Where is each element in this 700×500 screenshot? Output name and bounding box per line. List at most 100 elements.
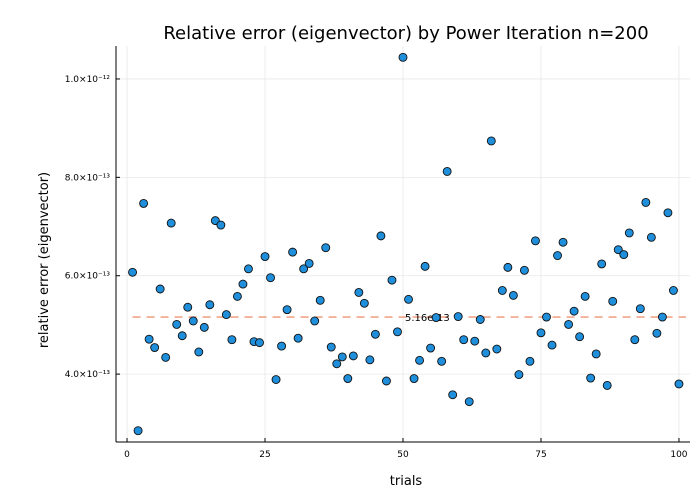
data-point	[194, 347, 204, 357]
grid	[116, 46, 690, 442]
data-point	[288, 247, 298, 257]
data-point	[481, 348, 491, 358]
data-point	[282, 305, 292, 315]
data-point	[657, 312, 667, 322]
data-point	[177, 331, 187, 341]
data-point	[602, 380, 612, 390]
x-tick-label: 100	[670, 450, 687, 460]
data-point	[613, 245, 623, 255]
data-point	[475, 315, 485, 324]
data-point	[348, 351, 358, 361]
data-point	[337, 352, 347, 362]
data-point	[232, 291, 242, 301]
data-point	[221, 310, 231, 320]
y-axis-label: relative error (eigenvector)	[37, 172, 52, 348]
data-point	[514, 370, 524, 380]
data-point	[293, 333, 303, 343]
data-point	[580, 291, 590, 301]
x-axis-label: trials	[390, 474, 423, 489]
data-point	[531, 236, 540, 246]
reference-line-group: 5.16e-13	[132, 313, 686, 324]
data-point	[503, 262, 513, 272]
data-point	[244, 264, 253, 274]
data-point	[277, 341, 287, 351]
data-point	[188, 316, 198, 326]
data-point	[216, 220, 226, 230]
y-tick-label: 1.0×10⁻¹²	[65, 75, 111, 85]
y-tick-label: 4.0×10⁻¹³	[65, 370, 111, 380]
data-point	[674, 379, 684, 389]
data-point	[630, 335, 640, 345]
data-point	[448, 390, 458, 400]
data-point	[547, 340, 557, 350]
data-point	[470, 336, 480, 346]
data-point	[404, 294, 413, 304]
data-point	[437, 356, 447, 366]
data-point	[519, 265, 529, 275]
data-point	[260, 252, 270, 261]
data-point	[492, 344, 502, 354]
data-point	[459, 335, 469, 345]
data-point	[255, 338, 264, 348]
data-point	[326, 342, 336, 352]
data-point	[652, 328, 662, 338]
points	[128, 52, 684, 436]
data-point	[542, 312, 551, 322]
data-point	[426, 343, 436, 353]
data-point	[370, 329, 380, 339]
x-tick-label: 25	[259, 450, 270, 460]
data-point	[646, 232, 656, 242]
data-point	[271, 375, 281, 384]
x-tick-label: 0	[124, 450, 130, 460]
data-point	[608, 296, 618, 306]
data-point	[315, 295, 325, 305]
data-point	[624, 228, 634, 238]
data-point	[442, 166, 452, 176]
data-point	[381, 376, 391, 386]
data-point	[133, 426, 143, 436]
data-point	[310, 316, 320, 326]
y-tick-label: 8.0×10⁻¹³	[65, 173, 111, 183]
data-point	[199, 322, 209, 332]
data-point	[668, 286, 678, 295]
data-point	[663, 208, 673, 218]
data-point	[398, 52, 408, 62]
data-point	[569, 306, 579, 316]
data-point	[266, 273, 275, 283]
data-point	[365, 355, 375, 365]
data-point	[183, 302, 193, 312]
data-point	[238, 279, 248, 289]
data-point	[321, 243, 331, 253]
data-point	[564, 319, 574, 329]
data-point	[575, 332, 585, 342]
data-point	[536, 328, 546, 338]
data-point	[486, 136, 496, 146]
data-point	[304, 258, 314, 268]
data-point	[641, 197, 651, 207]
data-point	[619, 250, 629, 260]
chart-title: Relative error (eigenvector) by Power It…	[163, 23, 648, 44]
data-point	[359, 298, 369, 308]
x-tick-label: 50	[397, 450, 409, 460]
data-point	[591, 349, 601, 359]
data-point	[497, 286, 507, 295]
data-point	[205, 300, 215, 310]
data-point	[299, 264, 309, 274]
data-point	[586, 373, 596, 383]
data-point	[227, 335, 237, 345]
data-point	[161, 352, 171, 362]
data-point	[525, 356, 535, 366]
data-point	[139, 198, 149, 208]
tick-labels: 0 25 50 75 100 4.0×10⁻¹³ 6.0×10⁻¹³ 8.0×10⁻¹³ 1.0…	[65, 75, 688, 460]
data-point	[332, 359, 342, 369]
data-point	[553, 251, 562, 261]
x-tick-label: 75	[535, 450, 546, 460]
data-point	[508, 290, 518, 300]
data-point	[144, 334, 154, 344]
data-point	[464, 397, 474, 407]
y-tick-label: 6.0×10⁻¹³	[65, 272, 111, 282]
data-point	[409, 374, 419, 383]
data-point	[387, 275, 397, 285]
